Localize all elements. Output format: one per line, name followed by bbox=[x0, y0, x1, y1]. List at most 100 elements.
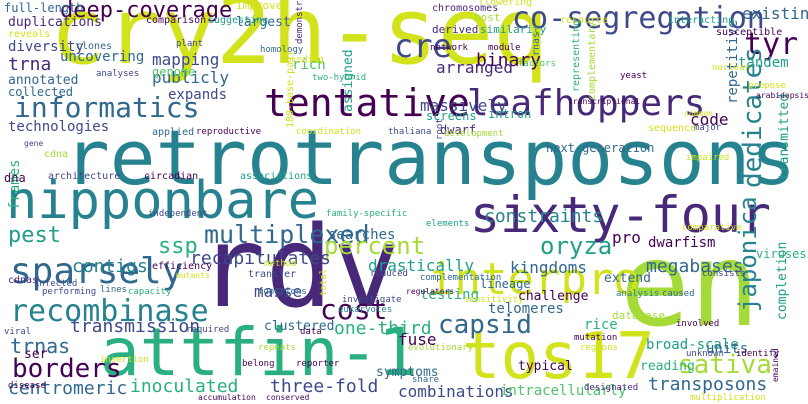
word-screens: screens bbox=[426, 109, 477, 123]
word-investigate: investigate bbox=[342, 295, 402, 305]
word-dwarf: dwarf bbox=[440, 123, 477, 137]
word-cdnas: cdnas bbox=[8, 275, 39, 286]
word-viruses: viruses bbox=[756, 247, 807, 261]
word-interpro: interpro bbox=[428, 254, 640, 305]
word-analyses: analyses bbox=[96, 69, 140, 79]
word-180-base-pair: 180-base-pair bbox=[285, 49, 296, 128]
word-eukaryotes: eukaryotes bbox=[338, 305, 393, 315]
word-co-segregation: co-segregation bbox=[512, 1, 765, 36]
word-masse: masse bbox=[254, 282, 303, 301]
word-plant: plant bbox=[176, 39, 204, 49]
word-testing: testing bbox=[420, 287, 480, 303]
word-combinations: combinations bbox=[398, 382, 514, 401]
word-inoculated: inoculated bbox=[130, 376, 239, 397]
word-annotated: annotated bbox=[8, 73, 79, 88]
word-genome: genome bbox=[152, 65, 196, 79]
word-elements: elements bbox=[426, 219, 470, 229]
word-rich: rich bbox=[292, 57, 326, 73]
word-diversity: diversity bbox=[8, 39, 84, 55]
word-conserved: conserved bbox=[266, 393, 310, 402]
word-broad-scale: broad-scale bbox=[646, 337, 739, 353]
word-transmitted: transmitted bbox=[777, 93, 792, 180]
word-rnas: rnas bbox=[531, 31, 542, 56]
word-reading: reading bbox=[640, 359, 695, 374]
word-architecture: architecture bbox=[48, 171, 121, 182]
word-reproductive: reproductive bbox=[196, 127, 262, 137]
word-retrotransposons: retrotransposons bbox=[64, 113, 797, 202]
word-capsid: capsid bbox=[438, 310, 532, 340]
word-major: major bbox=[694, 123, 722, 133]
word-designated: designated bbox=[584, 383, 639, 393]
word-total: total bbox=[319, 268, 329, 296]
word-tandem: tandem bbox=[738, 55, 789, 71]
word-required: required bbox=[186, 325, 230, 335]
word-comparison: comparison bbox=[146, 15, 207, 26]
word-rdv: rdv bbox=[198, 203, 401, 333]
word-demonstrate: demonstrate bbox=[295, 0, 305, 44]
word-recombinase: recombinase bbox=[10, 294, 209, 329]
word-propose: propose bbox=[748, 81, 786, 91]
word-cre: cre bbox=[394, 27, 452, 65]
word-centromeric: centromeric bbox=[8, 378, 128, 399]
word-mutation: mutation bbox=[574, 333, 618, 343]
word-involved: involved bbox=[676, 319, 720, 329]
word-telomeres: telomeres bbox=[488, 301, 564, 317]
word-ssp: ssp bbox=[158, 234, 198, 259]
word-representing: representing bbox=[571, 19, 582, 92]
word-emained: emained bbox=[771, 348, 780, 382]
word-lines: lines bbox=[100, 285, 128, 295]
word-publicly: publicly bbox=[152, 68, 230, 87]
word-susceptible: susceptible bbox=[716, 27, 783, 38]
word-sparsely: sparsely bbox=[10, 251, 184, 292]
word-two-hybrid: two-hybrid bbox=[312, 73, 367, 83]
word-cost: cost bbox=[320, 293, 388, 326]
word-gene: gene bbox=[24, 139, 44, 148]
word-tyr: tyr bbox=[744, 27, 799, 62]
word-evolutionary: evolutionary bbox=[408, 343, 474, 353]
word-informatics: informatics bbox=[14, 91, 200, 124]
word-accumulation: accumulation bbox=[198, 393, 256, 402]
word-factors: factors bbox=[518, 59, 556, 69]
word-extend: extend bbox=[604, 271, 651, 286]
word-performing: performing bbox=[42, 287, 97, 297]
word-trnas: trnas bbox=[10, 334, 71, 358]
word-cdna: cdna bbox=[44, 149, 69, 160]
word-unknown: unknown bbox=[686, 349, 724, 359]
word-contigs: contigs bbox=[72, 256, 148, 277]
word-transmission: transmission bbox=[70, 316, 201, 337]
word-similarity: similarity bbox=[480, 23, 547, 36]
word-transfer: transfer bbox=[248, 269, 297, 280]
word-reduced: reduced bbox=[370, 269, 408, 279]
word-resource: resource bbox=[560, 15, 609, 26]
word-three-fold: three-fold bbox=[270, 376, 379, 397]
word-data: data bbox=[300, 327, 322, 337]
word-disease: disease bbox=[8, 381, 46, 391]
word-viral: viral bbox=[4, 327, 32, 337]
word-drastically: drastically bbox=[368, 256, 474, 275]
word-next-generation: next-generation bbox=[546, 141, 655, 155]
word-flowering: flowering bbox=[478, 0, 533, 8]
word-arranged: arranged bbox=[436, 58, 514, 77]
word-reveals: reveals bbox=[8, 29, 51, 40]
word-clones: clones bbox=[76, 41, 113, 52]
word-expands: expands bbox=[168, 87, 228, 103]
word-family-specific: family-specific bbox=[326, 209, 408, 219]
word-comparative: comparative bbox=[682, 223, 742, 233]
word-binding: binding bbox=[286, 55, 324, 65]
word-method: method bbox=[264, 259, 297, 269]
word-repeats: repeats bbox=[258, 343, 296, 353]
word-tos17: tos17 bbox=[462, 320, 655, 394]
word-recapitulates: recapitulates bbox=[190, 248, 331, 269]
word-deep-coverage: deep-coverage bbox=[60, 0, 233, 23]
word-duplications: duplications bbox=[8, 15, 102, 30]
word-chromosomes: chromosomes bbox=[432, 3, 499, 14]
word-reporter: reporter bbox=[296, 359, 340, 369]
word-nuclear: nuclear bbox=[712, 63, 750, 73]
word-largest: largest bbox=[236, 15, 291, 30]
word-tentative: tentative bbox=[264, 81, 470, 125]
word-mutants: mutants bbox=[176, 271, 210, 280]
word-insertion: insertion bbox=[100, 355, 149, 365]
word-multiplication: multiplication bbox=[690, 393, 766, 403]
word-development: development bbox=[444, 129, 504, 139]
